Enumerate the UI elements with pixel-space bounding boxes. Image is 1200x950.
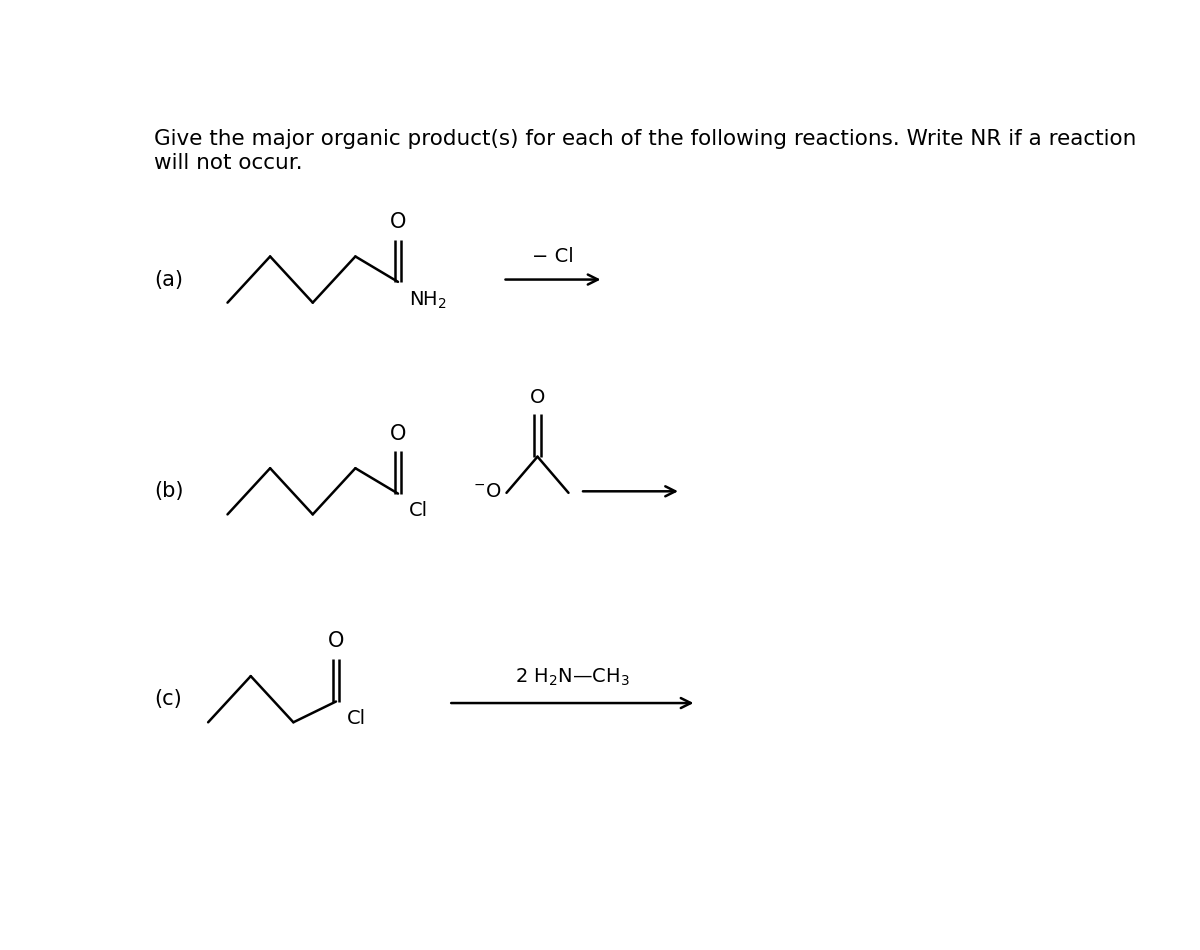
- Text: O: O: [530, 388, 545, 407]
- Text: (a): (a): [154, 270, 182, 290]
- Text: O: O: [328, 632, 344, 652]
- Text: 2 H$_2$N—CH$_3$: 2 H$_2$N—CH$_3$: [515, 666, 630, 688]
- Text: Cl: Cl: [347, 710, 366, 729]
- Text: $^{-}$O: $^{-}$O: [474, 482, 502, 501]
- Text: (c): (c): [154, 689, 181, 710]
- Text: − Cl: − Cl: [532, 247, 574, 266]
- Text: Cl: Cl: [409, 502, 428, 521]
- Text: O: O: [390, 424, 406, 444]
- Text: Give the major organic product(s) for each of the following reactions. Write NR : Give the major organic product(s) for ea…: [154, 129, 1136, 173]
- Text: NH$_2$: NH$_2$: [409, 290, 446, 311]
- Text: (b): (b): [154, 482, 184, 502]
- Text: O: O: [390, 212, 406, 232]
